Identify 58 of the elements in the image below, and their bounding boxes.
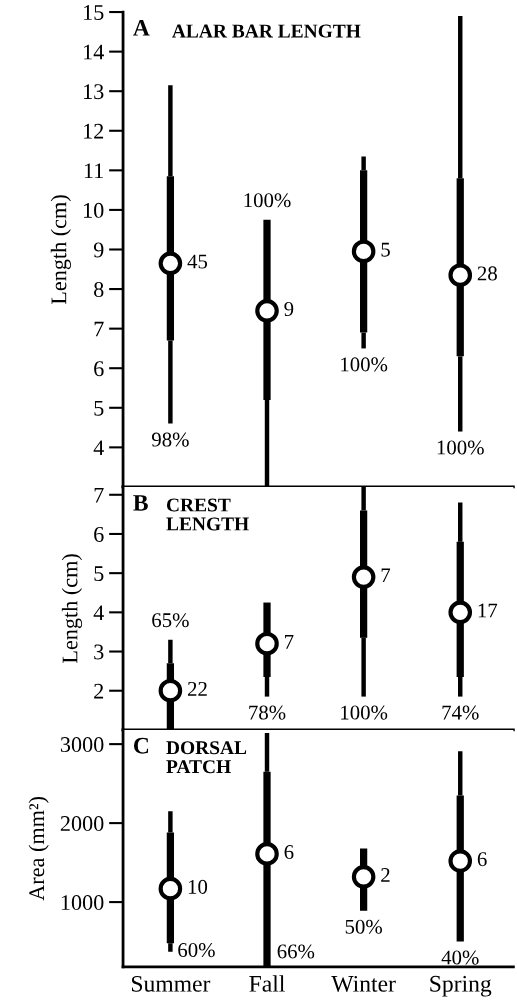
annotation: 2 — [381, 868, 390, 882]
y-tick-label: 13 — [84, 84, 104, 100]
y-tick-label: 11 — [84, 163, 103, 179]
annotation: 66% — [277, 944, 315, 959]
annotation: 45 — [187, 254, 208, 269]
y-tick-label: 15 — [84, 5, 104, 20]
annotation: 78% — [249, 705, 286, 720]
annotation: 6 — [284, 845, 294, 860]
chart-title: B — [133, 495, 148, 511]
y-tick-label: 7 — [94, 321, 104, 337]
y-axis-title: Area (mm²) — [28, 796, 49, 901]
y-tick-label: 6 — [94, 361, 104, 377]
text: DORSAL PATCH — [166, 741, 247, 774]
text: CREST LENGTH — [166, 498, 249, 531]
chart-subtitle: ALAR BAR LENGTH — [172, 24, 361, 38]
y-tick-label: 3 — [94, 644, 104, 660]
annotation: 40% — [441, 950, 479, 965]
annotation: 28 — [477, 266, 497, 281]
chart-title: A — [133, 19, 150, 36]
y-tick-label: 4 — [93, 605, 104, 621]
annotation: 100% — [341, 357, 388, 372]
annotation: 98% — [151, 432, 189, 447]
y-tick-label: 4 — [93, 440, 104, 456]
x-tick-label: Winter — [331, 975, 396, 992]
y-tick-label: 6 — [94, 526, 104, 542]
annotation: 100% — [437, 440, 484, 455]
y-tick-label: 8 — [94, 282, 104, 297]
annotation: 7 — [381, 568, 391, 583]
y-tick-label: 9 — [93, 242, 104, 258]
y-tick-label: 14 — [84, 44, 104, 60]
annotation: 50% — [345, 919, 383, 934]
x-tick-label: Spring — [430, 975, 492, 997]
y-tick-label: 12 — [84, 123, 104, 139]
y-tick-label: 2000 — [60, 816, 104, 832]
x-tick-label: Summer — [131, 975, 211, 992]
y-axis-title: Length (cm) — [50, 195, 71, 305]
annotation: 7 — [285, 635, 294, 649]
annotation: 5 — [381, 242, 390, 257]
y-tick-label: 5 — [94, 566, 104, 582]
chart-title: C — [133, 737, 149, 754]
x-tick-label: Fall — [249, 975, 285, 992]
y-tick-label: 10 — [84, 202, 104, 218]
annotation: 65% — [152, 613, 189, 628]
annotation: 9 — [284, 302, 294, 317]
annotation: 100% — [244, 193, 291, 208]
y-axis-title: Length (cm) — [61, 554, 83, 664]
annotation: 74% — [442, 705, 479, 720]
y-tick-label: 3000 — [60, 737, 104, 753]
annotation: 10 — [188, 879, 208, 894]
annotation: 60% — [178, 943, 215, 958]
y-tick-label: 7 — [94, 487, 104, 503]
annotation: 100% — [341, 705, 388, 720]
annotation: 17 — [478, 603, 498, 618]
y-tick-label: 5 — [94, 400, 104, 416]
annotation: 6 — [477, 852, 487, 867]
y-tick-label: 1000 — [61, 895, 104, 911]
annotation: 22 — [187, 681, 207, 696]
y-tick-label: 2 — [94, 683, 104, 699]
